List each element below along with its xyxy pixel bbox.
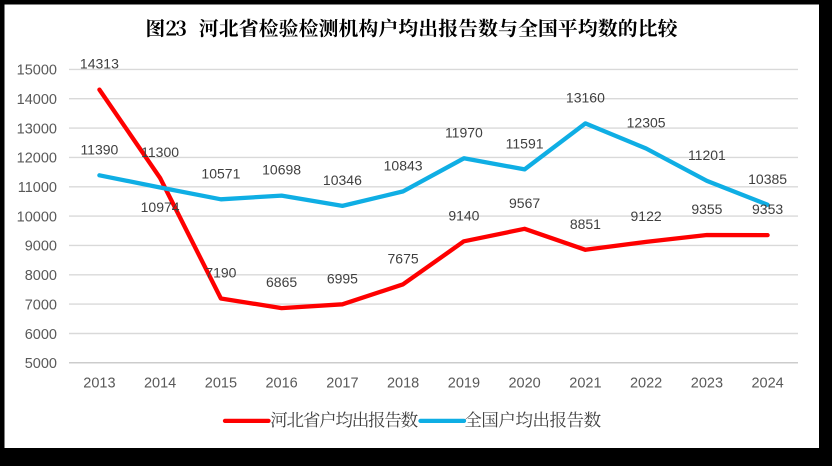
svg-text:13160: 13160 — [566, 90, 605, 106]
svg-text:6000: 6000 — [25, 327, 57, 343]
svg-text:14000: 14000 — [17, 92, 57, 108]
svg-text:14313: 14313 — [80, 56, 119, 72]
svg-text:2015: 2015 — [205, 376, 237, 392]
svg-text:2020: 2020 — [508, 376, 540, 392]
svg-text:10843: 10843 — [384, 158, 423, 174]
svg-text:2023: 2023 — [691, 376, 723, 392]
svg-text:9567: 9567 — [509, 195, 540, 211]
svg-text:9000: 9000 — [25, 239, 57, 255]
svg-text:8851: 8851 — [570, 216, 601, 232]
svg-text:9122: 9122 — [631, 208, 662, 224]
svg-text:10346: 10346 — [323, 172, 362, 188]
svg-text:2019: 2019 — [448, 376, 480, 392]
svg-text:11970: 11970 — [445, 124, 483, 140]
svg-text:15000: 15000 — [17, 63, 57, 79]
svg-text:10571: 10571 — [201, 165, 240, 181]
svg-text:5000: 5000 — [25, 356, 57, 372]
svg-text:8000: 8000 — [25, 268, 57, 284]
svg-text:11000: 11000 — [18, 180, 57, 196]
svg-text:11300: 11300 — [141, 144, 179, 160]
svg-text:11591: 11591 — [506, 136, 544, 152]
svg-text:11390: 11390 — [80, 141, 118, 157]
svg-text:2024: 2024 — [751, 376, 783, 392]
svg-text:7675: 7675 — [388, 250, 419, 266]
svg-text:7000: 7000 — [25, 297, 57, 313]
svg-text:6995: 6995 — [327, 270, 358, 286]
svg-text:10698: 10698 — [262, 162, 301, 178]
svg-text:2022: 2022 — [630, 376, 662, 392]
svg-text:10000: 10000 — [17, 209, 57, 225]
svg-text:10974: 10974 — [141, 199, 180, 215]
svg-text:2021: 2021 — [569, 376, 601, 392]
svg-text:2016: 2016 — [265, 376, 297, 392]
svg-text:9353: 9353 — [752, 201, 783, 217]
svg-text:11201: 11201 — [688, 147, 726, 163]
svg-text:9355: 9355 — [691, 201, 722, 217]
svg-text:2018: 2018 — [387, 376, 419, 392]
svg-text:7190: 7190 — [205, 265, 236, 281]
svg-text:6865: 6865 — [266, 274, 297, 290]
svg-text:13000: 13000 — [17, 121, 57, 137]
svg-text:2014: 2014 — [144, 376, 176, 392]
svg-text:10385: 10385 — [748, 171, 787, 187]
svg-text:2013: 2013 — [83, 376, 115, 392]
svg-text:12000: 12000 — [17, 151, 57, 167]
svg-text:12305: 12305 — [627, 115, 666, 131]
svg-text:9140: 9140 — [448, 207, 479, 223]
svg-text:2017: 2017 — [326, 376, 358, 392]
